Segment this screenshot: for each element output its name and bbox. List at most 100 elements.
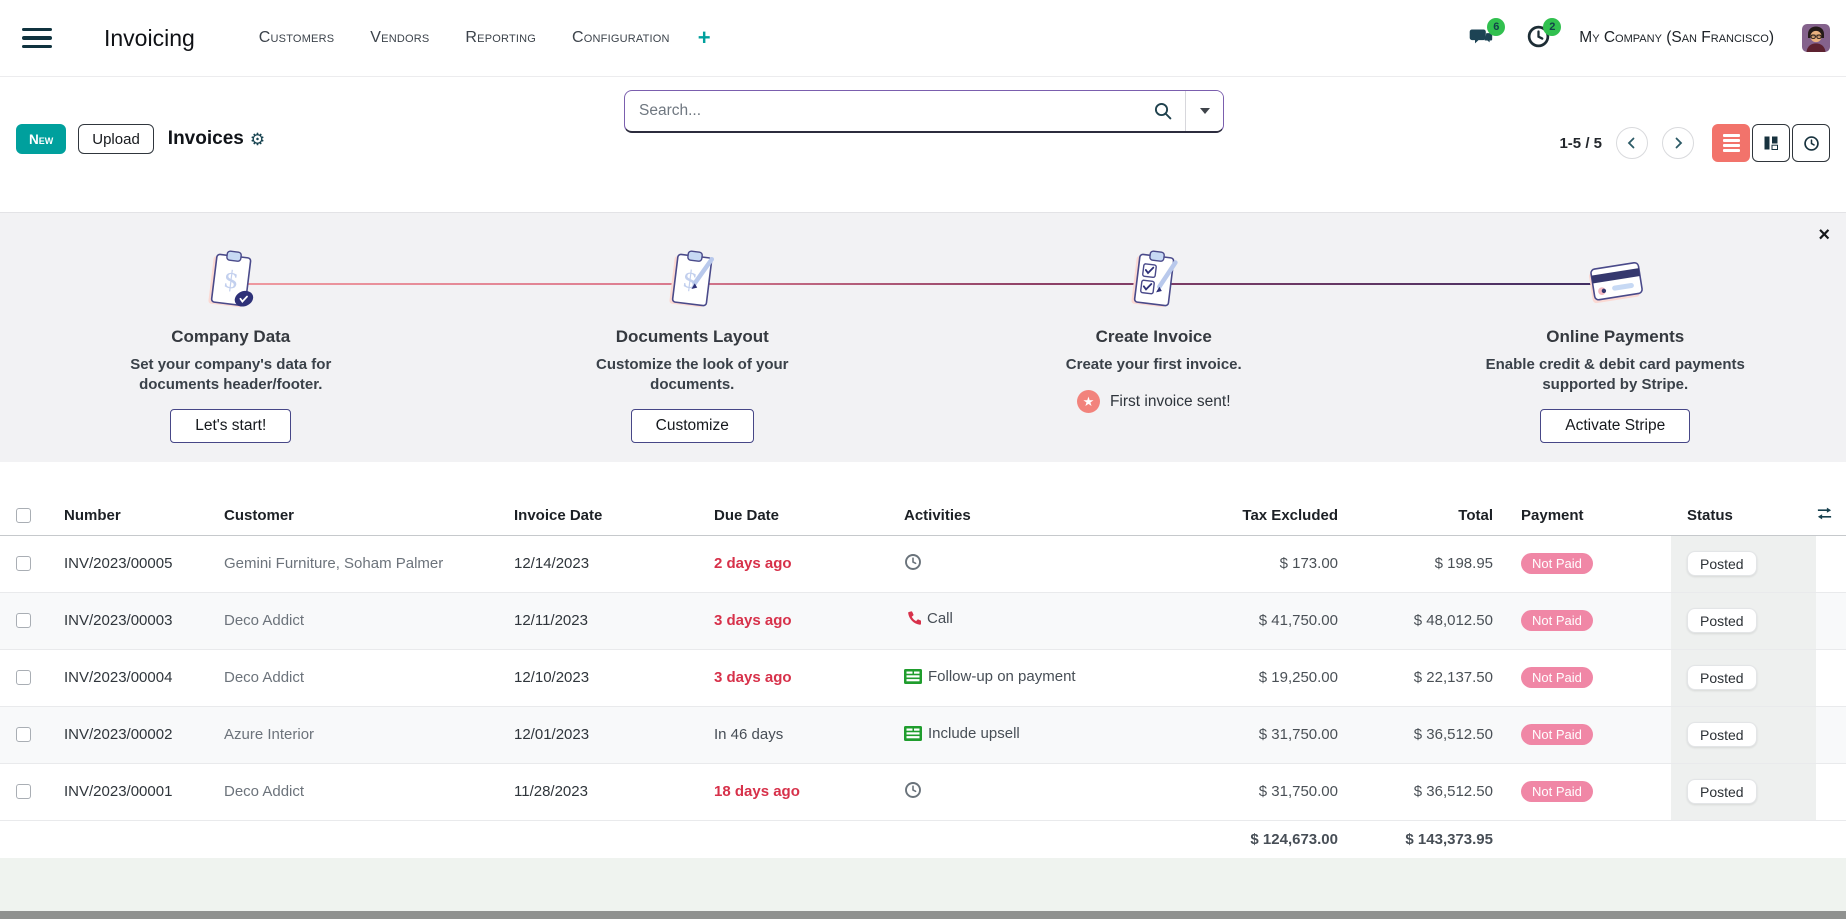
activity-view-button[interactable] xyxy=(1792,124,1830,162)
invoice-number: INV/2023/00005 xyxy=(46,535,206,593)
menu-configuration[interactable]: Configuration xyxy=(572,29,670,46)
search-options-toggle[interactable] xyxy=(1185,91,1223,131)
activity-label: Call xyxy=(927,610,953,627)
activity-cell[interactable]: Follow-up on payment xyxy=(904,668,1076,685)
row-checkbox[interactable] xyxy=(15,670,31,685)
customize-button[interactable]: Customize xyxy=(630,408,754,443)
invoice-number: INV/2023/00002 xyxy=(46,706,206,764)
header-payment[interactable]: Payment xyxy=(1501,497,1671,536)
activity-cell[interactable]: Include upsell xyxy=(904,725,1020,742)
select-all-checkbox[interactable] xyxy=(15,508,31,524)
messages-icon[interactable]: 6 xyxy=(1467,18,1506,53)
search-bar xyxy=(624,90,1224,133)
header-total[interactable]: Total xyxy=(1346,497,1501,536)
new-button[interactable]: New xyxy=(16,124,67,154)
bottom-scrollbar[interactable] xyxy=(0,911,1846,919)
tasks-activity-icon xyxy=(904,668,922,684)
table-row[interactable]: INV/2023/00002 Azure Interior 12/01/2023… xyxy=(0,706,1846,764)
table-row[interactable]: INV/2023/00004 Deco Addict 12/10/2023 3 … xyxy=(0,649,1846,707)
header-customer[interactable]: Customer xyxy=(206,497,496,536)
activate-stripe-button[interactable]: Activate Stripe xyxy=(1540,408,1691,443)
customer-name: Gemini Furniture, Soham Palmer xyxy=(206,535,496,593)
payment-status-badge: Not Paid xyxy=(1521,667,1593,688)
invoice-table: Number Customer Invoice Date Due Date Ac… xyxy=(0,497,1846,858)
apps-menu-icon[interactable] xyxy=(22,28,52,48)
customer-name: Deco Addict xyxy=(206,592,496,650)
header-invoice-date[interactable]: Invoice Date xyxy=(496,497,696,536)
company-switcher[interactable]: My Company (San Francisco) xyxy=(1579,29,1774,46)
invoice-number: INV/2023/00004 xyxy=(46,649,206,707)
total-amount: $ 48,012.50 xyxy=(1346,592,1501,650)
chevron-down-icon xyxy=(1199,108,1210,114)
tax-excluded-amount: $ 173.00 xyxy=(1176,535,1346,593)
pager-previous-button[interactable] xyxy=(1616,127,1648,159)
search-icon[interactable] xyxy=(1141,91,1185,131)
header-status[interactable]: Status xyxy=(1671,497,1816,536)
onboarding-step-create-invoice: Create Invoice Create your first invoice… xyxy=(923,213,1385,462)
header-activities[interactable]: Activities xyxy=(886,497,1176,536)
table-row[interactable]: INV/2023/00001 Deco Addict 11/28/2023 18… xyxy=(0,763,1846,821)
row-checkbox[interactable] xyxy=(15,556,31,571)
tasks-activity-icon xyxy=(904,725,922,741)
customer-name: Deco Addict xyxy=(206,763,496,821)
activity-cell[interactable]: Call xyxy=(904,610,953,627)
step-description: Customize the look of your documents. xyxy=(595,356,789,394)
payment-status-badge: Not Paid xyxy=(1521,781,1593,802)
header-due-date[interactable]: Due Date xyxy=(696,497,886,536)
due-date: 18 days ago xyxy=(714,783,800,800)
row-checkbox[interactable] xyxy=(15,613,31,628)
clock-activity-icon xyxy=(904,553,922,571)
close-icon[interactable]: × xyxy=(1818,224,1830,246)
list-view-button[interactable] xyxy=(1712,124,1750,162)
done-text: First invoice sent! xyxy=(1109,392,1231,410)
total-amount: $ 22,137.50 xyxy=(1346,649,1501,707)
phone-activity-icon xyxy=(904,610,922,627)
status-badge: Posted xyxy=(1687,665,1757,690)
list-view-icon xyxy=(1722,134,1740,152)
table-row[interactable]: INV/2023/00005 Gemini Furniture, Soham P… xyxy=(0,535,1846,593)
step-title: Company Data xyxy=(171,327,291,346)
plus-icon[interactable]: + xyxy=(697,25,711,50)
optional-columns-icon[interactable] xyxy=(1816,505,1833,522)
table-row[interactable]: INV/2023/00003 Deco Addict 12/11/2023 3 … xyxy=(0,592,1846,650)
control-panel: New Upload Invoices ⚙ 1-5 / 5 xyxy=(0,77,1846,212)
due-date: In 46 days xyxy=(714,726,784,743)
invoice-date: 12/14/2023 xyxy=(496,535,696,593)
row-checkbox[interactable] xyxy=(15,784,31,799)
create-invoice-checklist-icon xyxy=(1118,247,1190,317)
payment-status-badge: Not Paid xyxy=(1521,724,1593,745)
menu-vendors[interactable]: Vendors xyxy=(370,29,430,46)
due-date: 2 days ago xyxy=(714,555,792,572)
payment-status-badge: Not Paid xyxy=(1521,610,1593,631)
total-sum: $ 143,373.95 xyxy=(1346,819,1501,858)
row-checkbox[interactable] xyxy=(15,727,31,742)
activity-cell[interactable] xyxy=(904,553,928,571)
total-amount: $ 198.95 xyxy=(1346,535,1501,593)
pager-next-button[interactable] xyxy=(1662,127,1694,159)
invoice-number: INV/2023/00001 xyxy=(46,763,206,821)
lets-start-button[interactable]: Let's start! xyxy=(170,408,292,443)
header-tax-excluded[interactable]: Tax Excluded xyxy=(1176,497,1346,536)
step-title: Documents Layout xyxy=(615,327,769,346)
status-badge: Posted xyxy=(1687,551,1757,576)
user-avatar[interactable] xyxy=(1802,24,1830,52)
upload-button[interactable]: Upload xyxy=(78,124,154,154)
activities-icon[interactable]: 2 xyxy=(1523,18,1562,53)
gear-icon[interactable]: ⚙ xyxy=(249,129,266,149)
onboarding-step-documents-layout: $ Documents Layout Customize the look of… xyxy=(462,213,924,462)
payment-status-badge: Not Paid xyxy=(1521,553,1593,574)
activity-view-icon xyxy=(1803,135,1819,151)
invoice-list: Number Customer Invoice Date Due Date Ac… xyxy=(0,462,1846,858)
search-input[interactable] xyxy=(625,91,1141,131)
status-badge: Posted xyxy=(1687,779,1757,804)
onboarding-step-online-payments: Online Payments Enable credit & debit ca… xyxy=(1385,213,1846,462)
header-number[interactable]: Number xyxy=(46,497,206,536)
menu-reporting[interactable]: Reporting xyxy=(465,29,537,46)
menu-customers[interactable]: Customers xyxy=(258,29,335,46)
kanban-view-button[interactable] xyxy=(1752,124,1790,162)
activity-cell[interactable] xyxy=(904,781,928,799)
onboarding-step-company-data: $ Company Data Set your company's data f… xyxy=(0,213,462,462)
app-name: Invoicing xyxy=(104,24,195,51)
invoice-number: INV/2023/00003 xyxy=(46,592,206,650)
tax-excluded-amount: $ 31,750.00 xyxy=(1176,706,1346,764)
